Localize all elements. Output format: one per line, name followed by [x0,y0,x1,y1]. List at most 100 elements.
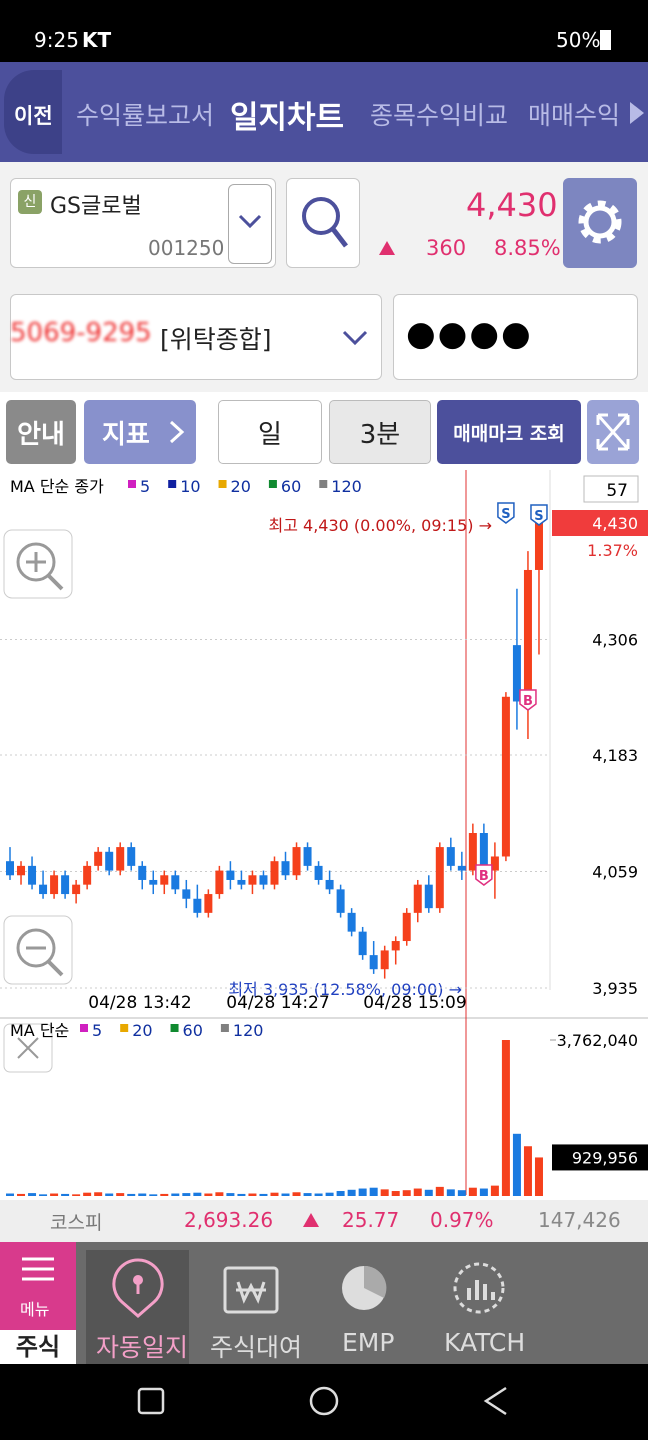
y-tick-label: 4,430 [592,514,638,533]
volume-bar [39,1194,48,1196]
volume-bar [369,1187,378,1196]
volume-bar [380,1189,389,1196]
trade-marker-shape [497,502,515,524]
tab-arrow[interactable] [628,100,646,126]
legend-item: 120 [233,1021,264,1040]
candle-body [512,645,521,702]
volume-bar [391,1191,400,1196]
high-label: 최고 4,430 (0.00%, 09:15) → [268,516,492,535]
up-arrow [303,1213,319,1227]
volume-bar [94,1192,103,1196]
count: 57 [606,481,628,501]
candle-body [424,884,433,909]
candle-body [336,889,345,913]
time-label: 04/28 14:27 [226,993,329,1013]
candle-body [303,847,312,866]
account-number: 5069-9295 [10,318,152,348]
volume-bar [358,1188,367,1196]
volume-bar [50,1193,59,1196]
up-arrow [379,241,395,255]
tab[interactable]: 종목수익비교 [370,101,509,130]
guide-button[interactable]: 안내 [6,400,76,464]
legend-swatch [168,480,177,488]
candle-body [391,941,400,951]
candle-body [347,912,356,932]
candle-body [457,865,466,871]
trade-marker-shape [519,689,537,711]
back-button-bg[interactable] [4,70,62,154]
interval-button[interactable]: 3분 [329,400,431,464]
volume-bar [446,1189,455,1196]
candle-body [248,875,257,885]
legend-swatch [220,1024,229,1032]
zoom-in-icon [26,552,46,572]
candle-body [534,523,543,570]
candle-body [325,879,334,890]
system-nav-icons[interactable] [0,1364,648,1440]
change-rate: 8.85% [494,236,561,260]
change-pct: 1.37% [587,541,638,560]
volume-bar [248,1193,257,1196]
password-box[interactable] [393,294,638,380]
nav-item[interactable]: 주식 [0,1330,76,1364]
legend-swatch [120,1024,129,1032]
market-index: 코스피 [50,1212,103,1234]
y-tick-label: 3,935 [592,979,638,998]
back-button[interactable]: 이전 [14,104,53,128]
nav-icon [453,1262,505,1314]
legend-item: 10 [180,477,200,496]
y-tick-label: 4,306 [592,630,638,649]
stock-name: GS글로벌 [50,194,142,219]
candle-body [490,856,499,871]
settings-button[interactable] [563,178,637,268]
legend-swatch [218,480,227,488]
account-box[interactable] [10,294,382,380]
tab[interactable]: 매매수익 [528,101,621,130]
period-button[interactable]: 일 [218,400,322,464]
menu-label: 메뉴 [20,1300,50,1319]
trade-marks-button[interactable]: 매매마크 조회 [437,400,581,464]
nav-active [86,1250,189,1364]
volume-bar [61,1193,70,1196]
volume-bar [193,1192,202,1196]
nav-item[interactable]: 주식대여 [210,1333,303,1362]
indicator-button[interactable]: 지표 [84,400,196,464]
menu-button[interactable] [0,1242,76,1330]
volume-bar [182,1193,191,1196]
nav-item[interactable]: 자동일지 [96,1333,189,1362]
volume-bar [523,1146,532,1196]
market-volume: 147,426 [538,1208,621,1232]
tab-bar [0,62,648,162]
trade-marker-shape [530,504,548,526]
candle-body [149,879,158,885]
legend-item: 60 [281,477,301,496]
tab[interactable]: 수익률보고서 [76,101,215,130]
trade-marker: S [534,509,543,524]
chart: 57 MA 단순 종가 MA 단순 최고 4,430 (0.00%, 09:15… [0,470,648,1196]
tab-active[interactable]: 일지차트 [230,100,345,136]
volume-bar [303,1193,312,1196]
stock-code: 001250 [148,236,225,260]
market-change: 25.77 [342,1208,400,1232]
zoom-in-icon [47,574,64,591]
candle-body [6,861,14,876]
candle-body [171,875,180,890]
legend-item: 20 [132,1021,152,1040]
candle-body [523,569,532,702]
nav-icon [112,1258,164,1318]
candle-body [105,851,114,871]
candle-body [94,851,103,866]
account-type: [위탁종합] [160,325,272,354]
legend-item: 5 [92,1021,102,1040]
nav-item[interactable]: EMP [342,1328,395,1357]
volume-bar [314,1193,323,1196]
current-price-box [552,510,648,536]
candle-body [413,884,422,913]
search-button[interactable] [286,178,360,268]
candle-body [281,861,290,876]
volume-bar [105,1193,114,1196]
legend-swatch [128,480,136,488]
nav-item[interactable]: KATCH [444,1328,526,1357]
trade-marker: S [501,507,510,522]
legend-swatch [80,1024,88,1032]
